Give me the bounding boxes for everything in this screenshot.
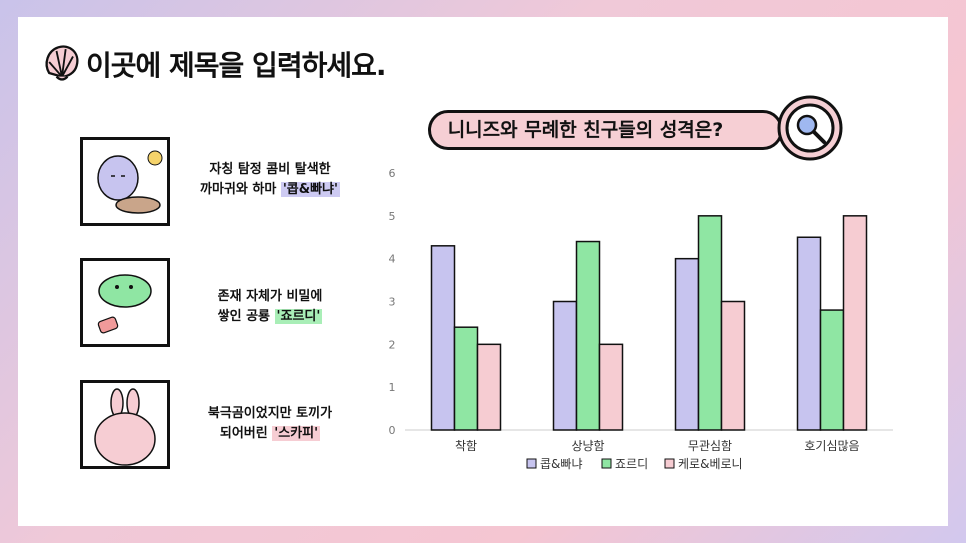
desc-line: 까마귀와 하마 '콥&빠냐' (170, 180, 370, 200)
desc-line: 북극곰이었지만 토끼가 (207, 406, 333, 421)
bar-2-3 (697, 215, 723, 431)
bar-3-3 (720, 300, 746, 431)
legend-label: 케로&베로니 (678, 457, 743, 471)
desc-prefix: 까마귀와 하마 (200, 182, 281, 197)
shell-icon (45, 45, 79, 81)
bar-1-3 (674, 257, 700, 431)
bar-2-2 (575, 240, 601, 431)
legend-label: 죠르디 (615, 457, 648, 471)
name-highlight: '죠르디' (274, 309, 323, 324)
name-highlight: '스카피' (272, 426, 321, 441)
page-title: 이곳에 제목을 입력하세요. (86, 49, 386, 82)
bar-2-1 (453, 326, 479, 431)
name-highlight: '콥&빠냐' (280, 182, 340, 197)
y-tick-label: 1 (389, 381, 396, 394)
legend-swatch (601, 458, 612, 469)
legend-swatch (664, 458, 675, 469)
magnifier-icon (777, 95, 843, 161)
desc-line: 되어버린 '스카피' (170, 424, 370, 444)
desc-prefix: 쌓인 공룡 (217, 309, 275, 324)
bar-1-1 (430, 245, 456, 431)
y-tick-label: 2 (389, 338, 396, 351)
bar-2-4 (819, 309, 845, 431)
bar-1-2 (552, 300, 578, 431)
desc-line: 쌓인 공룡 '죠르디' (170, 307, 370, 327)
bar-1-4 (796, 236, 822, 431)
x-tick-label: 호기심많음 (804, 439, 859, 453)
desc-prefix: 되어버린 (219, 426, 273, 441)
bar-3-1 (476, 343, 502, 431)
y-tick-label: 0 (389, 424, 396, 437)
x-tick-label: 무관심함 (688, 439, 732, 453)
y-tick-label: 4 (389, 253, 396, 266)
y-tick-label: 3 (389, 296, 396, 309)
desc-line: 자칭 탐정 콤비 탈색한 (209, 162, 331, 177)
chart-title: 니니즈와 무례한 친구들의 성격은? (428, 110, 783, 150)
y-tick-label: 6 (389, 167, 396, 180)
desc-line: 존재 자체가 비밀에 (217, 289, 323, 304)
legend-swatch (526, 458, 537, 469)
character-thumb-jordy (80, 258, 170, 347)
character-desc-1: 자칭 탐정 콤비 탈색한 까마귀와 하마 '콥&빠냐' (170, 160, 370, 200)
bar-3-4 (842, 215, 868, 431)
character-thumb-scappy (80, 380, 170, 469)
character-thumb-kop-bbanya (80, 137, 170, 226)
character-desc-2: 존재 자체가 비밀에 쌓인 공룡 '죠르디' (170, 287, 370, 327)
character-desc-3: 북극곰이었지만 토끼가 되어버린 '스카피' (170, 404, 370, 444)
bar-3-2 (598, 343, 624, 431)
y-tick-label: 5 (389, 210, 396, 223)
legend-label: 콥&빠냐 (540, 457, 582, 471)
x-tick-label: 상냥함 (571, 439, 604, 453)
x-tick-label: 착함 (455, 439, 477, 453)
